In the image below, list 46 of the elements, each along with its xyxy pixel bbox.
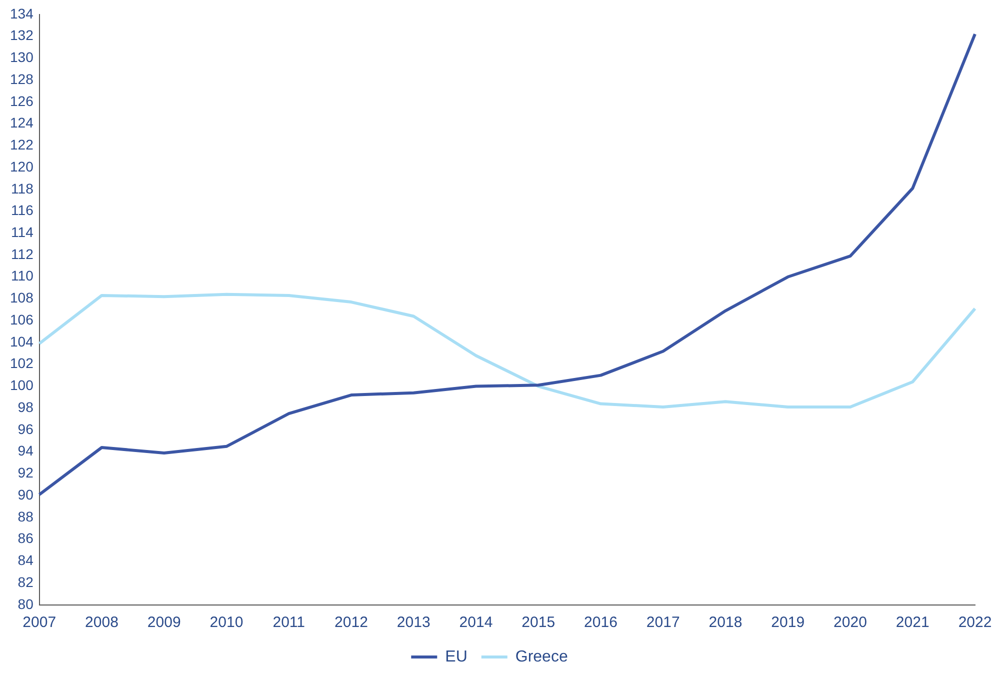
y-tick-label: 114 (11, 224, 34, 240)
y-tick-label: 128 (10, 70, 34, 87)
y-tick-label: 94 (18, 442, 34, 459)
y-tick-label: 100 (10, 377, 34, 394)
x-tick-label: 2009 (147, 614, 181, 632)
y-tick-label: 106 (10, 311, 34, 328)
x-tick-label: 2019 (771, 614, 805, 632)
x-tick-label: 2011 (272, 614, 305, 632)
x-tick-label: 2022 (958, 614, 992, 632)
y-tick-label: 134 (10, 5, 34, 22)
y-tick-label: 132 (10, 27, 34, 44)
y-tick-label: 112 (11, 246, 34, 262)
x-tick-label: 2018 (708, 614, 742, 632)
y-tick-label: 88 (18, 508, 34, 524)
y-tick-label: 116 (11, 202, 34, 218)
x-tick-label: 2021 (896, 614, 930, 632)
y-tick-label: 96 (18, 420, 34, 437)
y-tick-label: 102 (10, 355, 34, 372)
y-tick-label: 122 (10, 136, 34, 153)
legend-label: EU (445, 648, 468, 666)
x-tick-label: 2020 (834, 614, 867, 632)
x-tick-label: 2008 (85, 614, 118, 632)
x-tick-label: 2007 (22, 614, 56, 632)
x-tick-label: 2017 (646, 614, 680, 632)
y-tick-label: 108 (10, 290, 34, 306)
y-tick-label: 120 (10, 158, 34, 174)
y-tick-label: 118 (11, 180, 34, 196)
x-tick-label: 2015 (522, 614, 556, 632)
legend-label: Greece (515, 648, 568, 666)
y-tick-label: 92 (18, 464, 34, 481)
y-tick-label: 110 (11, 268, 34, 284)
x-tick-label: 2013 (396, 614, 430, 632)
y-tick-label: 82 (18, 574, 34, 590)
y-tick-label: 98 (18, 398, 34, 415)
x-tick-label: 2010 (210, 614, 244, 632)
y-tick-label: 80 (18, 596, 34, 612)
y-tick-label: 86 (18, 530, 34, 546)
x-tick-label: 2012 (334, 614, 368, 632)
x-tick-label: 2016 (584, 614, 618, 632)
x-tick-label: 2014 (459, 614, 493, 632)
y-tick-label: 84 (18, 552, 34, 568)
y-tick-label: 104 (10, 333, 34, 350)
y-tick-label: 130 (10, 49, 34, 66)
y-tick-label: 124 (10, 114, 34, 131)
y-tick-label: 90 (18, 486, 34, 502)
y-tick-label: 126 (10, 92, 34, 109)
